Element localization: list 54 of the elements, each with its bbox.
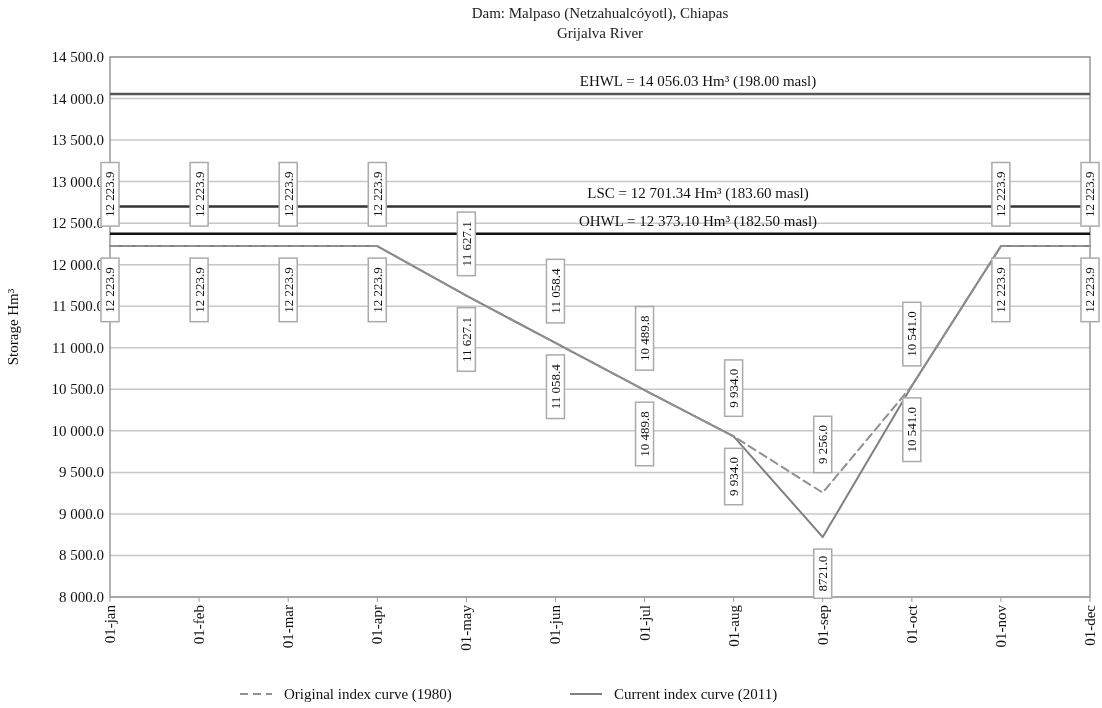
data-label: 12 223.9 [280,171,296,218]
x-tick-label: 01-jan [102,604,118,644]
data-label: 9 256.0 [815,424,831,464]
data-label: 12 223.9 [993,171,1009,218]
x-tick-label: 01-may [458,604,475,651]
data-label: 12 223.9 [191,267,207,313]
data-label: 12 223.9 [102,171,118,218]
y-tick-label: 9 000.0 [59,505,104,522]
y-tick-label: 11 000.0 [52,339,104,356]
data-label: 12 223.9 [1082,267,1098,313]
y-axis-title: Storage Hm³ [5,288,21,366]
x-tick-label: 01-oct [903,604,920,644]
y-tick-label: 14 000.0 [51,90,104,107]
data-label: 9 934.0 [726,368,742,408]
data-label: 11 058.4 [547,268,563,314]
ref-line-label: EHWL = 14 056.03 Hm³ (198.00 masl) [579,72,817,90]
chart-subtitle: Grijalva River [556,25,644,41]
data-label: 9 934.0 [726,457,742,497]
data-label: 12 223.9 [102,267,118,313]
data-label: 12 223.9 [369,171,385,218]
x-tick-label: 01-sep [814,605,831,645]
y-tick-label: 10 500.0 [51,381,104,398]
ref-line-label: LSC = 12 701.34 Hm³ (183.60 masl) [587,185,809,203]
data-label: 11 058.4 [547,363,563,410]
legend-label: Current index curve (2011) [614,686,778,703]
data-label: 10 541.0 [904,311,920,357]
y-tick-label: 8 500.0 [59,547,104,564]
data-label: 11 627.1 [458,221,474,267]
x-tick-label: 01-feb [191,605,208,645]
x-tick-label: 01-apr [369,605,386,645]
legend-label: Original index curve (1980) [284,686,452,703]
x-tick-label: 01-jun [547,604,564,645]
data-label: 12 223.9 [369,267,385,313]
data-label: 10 489.8 [637,315,653,362]
chart-title: Dam: Malpaso (Netzahualcóyotl), Chiapas [471,5,729,22]
y-tick-label: 14 500.0 [51,49,104,65]
data-label: 10 489.8 [637,411,653,457]
data-label: 12 223.9 [1082,171,1098,218]
y-tick-label: 13 500.0 [51,132,104,149]
data-label: 8721.0 [815,555,831,592]
x-tick-label: 01-dec [1082,604,1098,646]
y-tick-label: 9 500.0 [59,464,104,481]
x-tick-label: 01-jul [636,605,653,641]
x-tick-label: 01-aug [725,604,742,647]
y-tick-label: 8 000.0 [59,589,104,605]
x-tick-label: 01-mar [280,605,297,649]
data-label: 12 223.9 [993,267,1009,313]
x-tick-label: 01-nov [992,604,1009,648]
data-label: 11 627.1 [458,316,474,362]
data-label: 12 223.9 [280,267,296,313]
data-label: 12 223.9 [191,171,207,218]
y-tick-label: 10 000.0 [51,422,104,439]
data-label: 10 541.0 [904,406,920,453]
ref-line-label: OHWL = 12 373.10 Hm³ (182.50 masl) [578,212,818,230]
